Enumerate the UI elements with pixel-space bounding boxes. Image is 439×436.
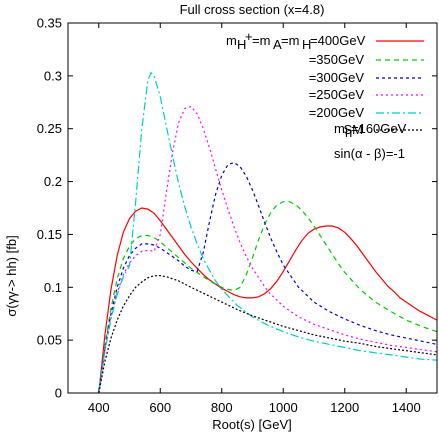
legend-label-3: =250GeV <box>309 87 365 102</box>
series-line-2 <box>98 161 438 394</box>
y-tick-label: 0.2 <box>44 174 62 189</box>
y-tick-label: 0 <box>55 386 62 401</box>
y-tick-label: 0.35 <box>37 16 62 31</box>
series-line-5 <box>98 275 438 394</box>
series-line-4 <box>98 71 438 394</box>
y-tick-label: 0.05 <box>37 333 62 348</box>
annotation-mh-m: m <box>334 121 345 136</box>
plot-frame <box>67 22 438 394</box>
legend-header-sub-h: H <box>237 37 246 52</box>
legend-header-m: m <box>226 33 237 48</box>
chart-title: Full cross section (x=4.8) <box>180 2 325 17</box>
series-line-0 <box>98 207 438 394</box>
legend-label-5: SM <box>344 122 364 137</box>
legend-label-2: =300GeV <box>309 70 365 85</box>
series-line-3 <box>98 105 438 394</box>
y-tick-label: 0.3 <box>44 68 62 83</box>
x-tick-label: 1200 <box>330 400 359 415</box>
legend-label-0: =400GeV <box>310 33 366 48</box>
legend-header-sup-plus: + <box>245 29 253 44</box>
legend-header-eq-ma: =m <box>252 33 270 48</box>
legend-header-sub-h2: H <box>302 37 311 52</box>
x-axis-label: Root(s) [GeV] <box>212 417 291 432</box>
annotation-mh-sub: h <box>345 125 352 140</box>
legend-header-sub-a: A <box>273 37 282 52</box>
x-tick-label: 1400 <box>392 400 421 415</box>
legend-label-1: =350GeV <box>309 52 365 67</box>
y-tick-label: 0.1 <box>44 280 62 295</box>
y-tick-label: 0.15 <box>37 227 62 242</box>
series-line-1 <box>98 201 438 394</box>
annotation-sin: sin(α - β)=-1 <box>334 146 405 161</box>
x-tick-label: 600 <box>149 400 171 415</box>
y-tick-label: 0.25 <box>37 121 62 136</box>
y-axis-label: σ(γγ-> hh) [fb] <box>4 235 19 316</box>
x-tick-label: 800 <box>211 400 233 415</box>
x-tick-label: 1000 <box>269 400 298 415</box>
x-tick-label: 400 <box>88 400 110 415</box>
legend-label-4: =200GeV <box>309 105 365 120</box>
legend-header-eq-mh: =m <box>281 33 299 48</box>
annotation-mh-val: =160GeV <box>351 121 407 136</box>
